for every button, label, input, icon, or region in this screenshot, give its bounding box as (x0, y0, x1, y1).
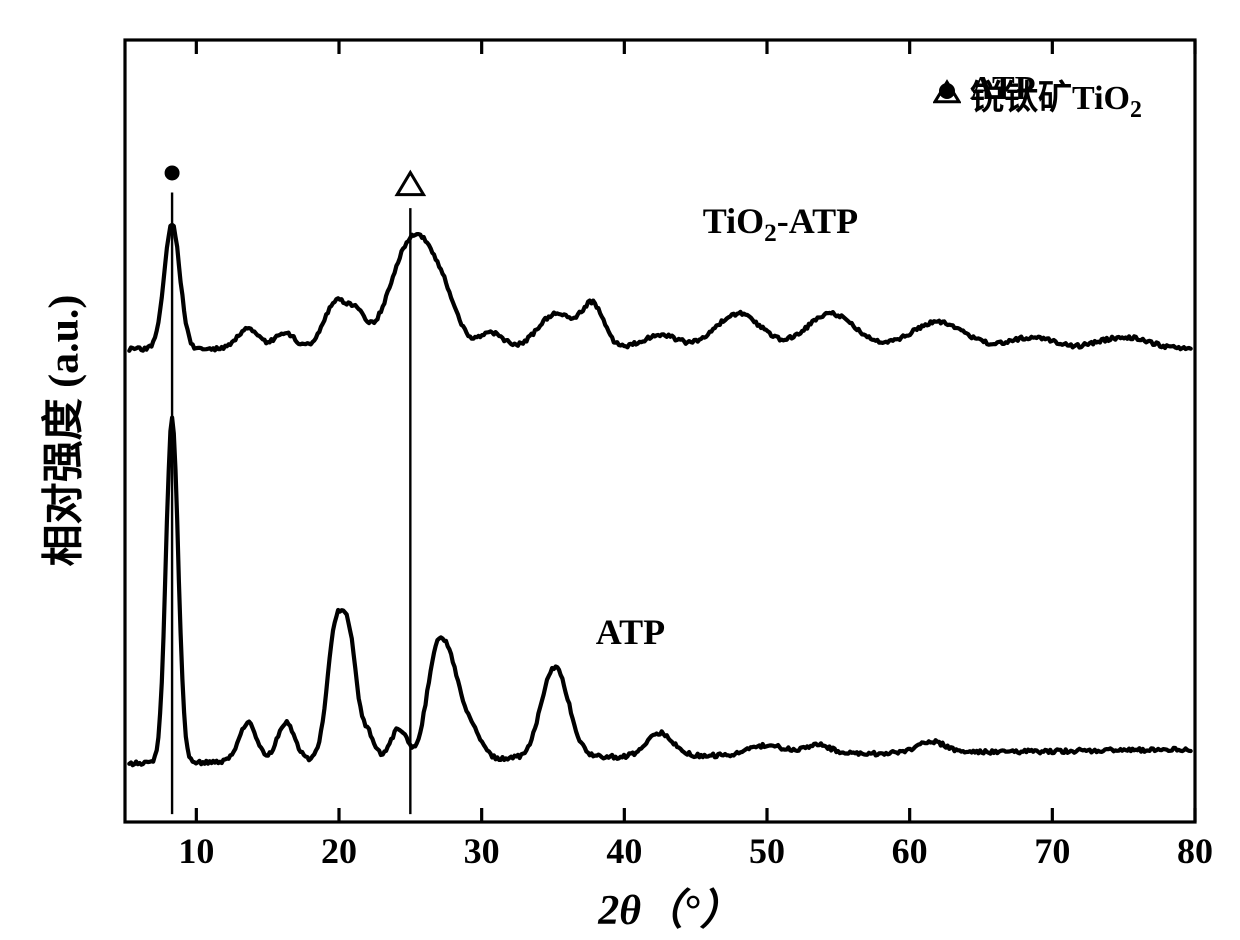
x-axis-label: 2θ（°） (520, 876, 820, 937)
xrd-curve-ATP (129, 418, 1190, 766)
x-tick-label: 60 (892, 830, 928, 872)
y-axis-label: 相对强度 (a.u.) (30, 281, 91, 581)
dot-icon (939, 83, 955, 99)
x-tick-label: 30 (464, 830, 500, 872)
xrd-chart (0, 0, 1240, 940)
x-tick-label: 80 (1177, 830, 1213, 872)
legend-text: ATP (970, 70, 1035, 108)
series-label: ATP (596, 611, 665, 653)
x-tick-label: 50 (749, 830, 785, 872)
x-tick-label: 40 (606, 830, 642, 872)
legend-item: ATP (930, 70, 1035, 108)
series-label: TiO2-ATP (703, 200, 858, 248)
x-tick-label: 10 (178, 830, 214, 872)
x-tick-label: 70 (1034, 830, 1070, 872)
x-tick-label: 20 (321, 830, 357, 872)
xrd-curve-TiO2-ATP (129, 225, 1190, 351)
